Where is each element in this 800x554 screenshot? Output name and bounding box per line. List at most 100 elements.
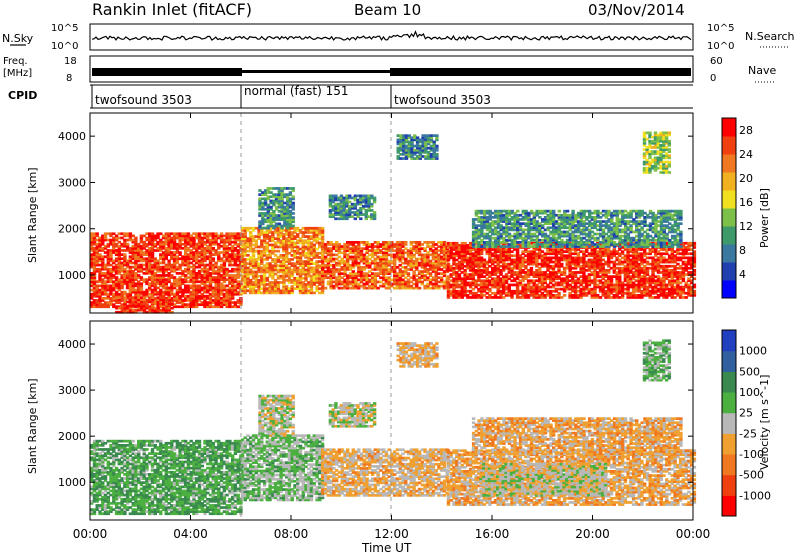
echo-cell: [379, 243, 383, 246]
echo-cell: [488, 264, 492, 268]
echo-cell: [526, 254, 531, 258]
echo-cell: [524, 283, 528, 287]
echo-cell: [192, 267, 196, 271]
echo-cell: [240, 251, 245, 255]
echo-cell: [301, 251, 305, 255]
echo-cell: [233, 288, 238, 292]
echo-cell: [170, 242, 174, 246]
echo-cell: [117, 292, 121, 296]
echo-cell: [262, 241, 267, 245]
echo-cell: [208, 278, 213, 281]
echo-cell: [493, 283, 498, 287]
echo-cell: [150, 234, 155, 238]
echo-cell: [290, 270, 294, 274]
echo-cell: [540, 283, 545, 287]
echo-cell: [406, 284, 411, 288]
echo-cell: [532, 275, 536, 278]
echo-cell: [315, 256, 319, 259]
echo-cell: [287, 243, 292, 247]
echo-cell: [393, 272, 397, 275]
echo-cell: [515, 271, 520, 274]
echo-cell: [437, 284, 441, 288]
echo-cell: [257, 283, 261, 286]
echo-cell: [123, 242, 127, 246]
echo-cell: [393, 280, 397, 284]
echo-cell: [131, 274, 135, 277]
echo-cell: [329, 284, 333, 288]
echo-cell: [491, 266, 495, 270]
echo-cell: [477, 279, 481, 283]
echo-cell: [276, 283, 281, 286]
echo-cell: [139, 249, 144, 252]
echo-cell: [463, 241, 467, 245]
echo-cell: [287, 270, 292, 274]
echo-cell: [178, 301, 182, 304]
echo-cell: [285, 256, 289, 259]
echo-cell: [368, 286, 372, 290]
echo-cell: [457, 260, 462, 264]
echo-cell: [189, 301, 193, 304]
echo-cell: [526, 287, 531, 291]
echo-cell: [225, 253, 229, 256]
echo-cell: [271, 291, 275, 295]
echo-cell: [315, 276, 319, 280]
echo-cell: [395, 241, 400, 244]
echo-cell: [189, 276, 193, 279]
echo-cell: [192, 301, 196, 304]
echo-cell: [214, 282, 218, 286]
echo-cell: [134, 292, 138, 296]
echo-cell: [496, 285, 500, 289]
freq-strip: Freq. [MHz] 18 8 60 0 Nave: [3, 55, 776, 84]
echo-cell: [460, 244, 464, 247]
echo-cell: [379, 257, 383, 261]
echo-cell: [228, 261, 232, 265]
echo-cell: [529, 294, 534, 297]
echo-cell: [172, 253, 177, 256]
echo-cell: [529, 258, 534, 262]
echo-cell: [206, 286, 210, 290]
echo-cell: [304, 229, 308, 232]
echo-cell: [103, 286, 108, 290]
echo-cell: [178, 305, 182, 309]
echo-cell: [370, 249, 375, 252]
echo-cell: [468, 264, 473, 268]
echo-cell: [167, 232, 171, 236]
echo-cell: [175, 294, 180, 298]
echo-cell: [301, 243, 305, 247]
echo-cell: [101, 259, 105, 263]
echo-cell: [354, 272, 358, 275]
echo-cell: [393, 266, 397, 269]
echo-cell: [240, 235, 245, 238]
echo-cell: [282, 285, 286, 288]
echo-cell: [535, 271, 539, 274]
echo-cell: [359, 241, 364, 244]
echo-cell: [254, 285, 258, 288]
echo-cell: [301, 268, 305, 272]
echo-cell: [120, 278, 124, 281]
echo-cell: [123, 269, 127, 273]
echo-cell: [393, 249, 397, 252]
echo-cell: [493, 254, 498, 258]
echo-cell: [387, 259, 391, 263]
echo-cell: [417, 257, 422, 261]
echo-cell: [200, 288, 204, 292]
echo-cell: [540, 250, 545, 253]
echo-cell: [287, 237, 292, 240]
echo-cell: [254, 262, 258, 265]
echo-cell: [203, 272, 207, 275]
echo-cell: [298, 262, 303, 265]
echo-cell: [236, 290, 240, 294]
echo-cell: [150, 242, 155, 246]
echo-cell: [293, 226, 297, 230]
echo-cell: [134, 255, 138, 259]
echo-cell: [123, 249, 127, 252]
echo-cell: [368, 270, 372, 273]
echo-cell: [315, 235, 319, 238]
echo-cell: [92, 261, 97, 265]
echo-cell: [452, 260, 456, 264]
echo-cell: [507, 258, 511, 262]
echo-cell: [373, 259, 378, 263]
echo-cell: [309, 247, 314, 251]
echo-cell: [290, 239, 294, 243]
echo-cell: [485, 291, 489, 295]
